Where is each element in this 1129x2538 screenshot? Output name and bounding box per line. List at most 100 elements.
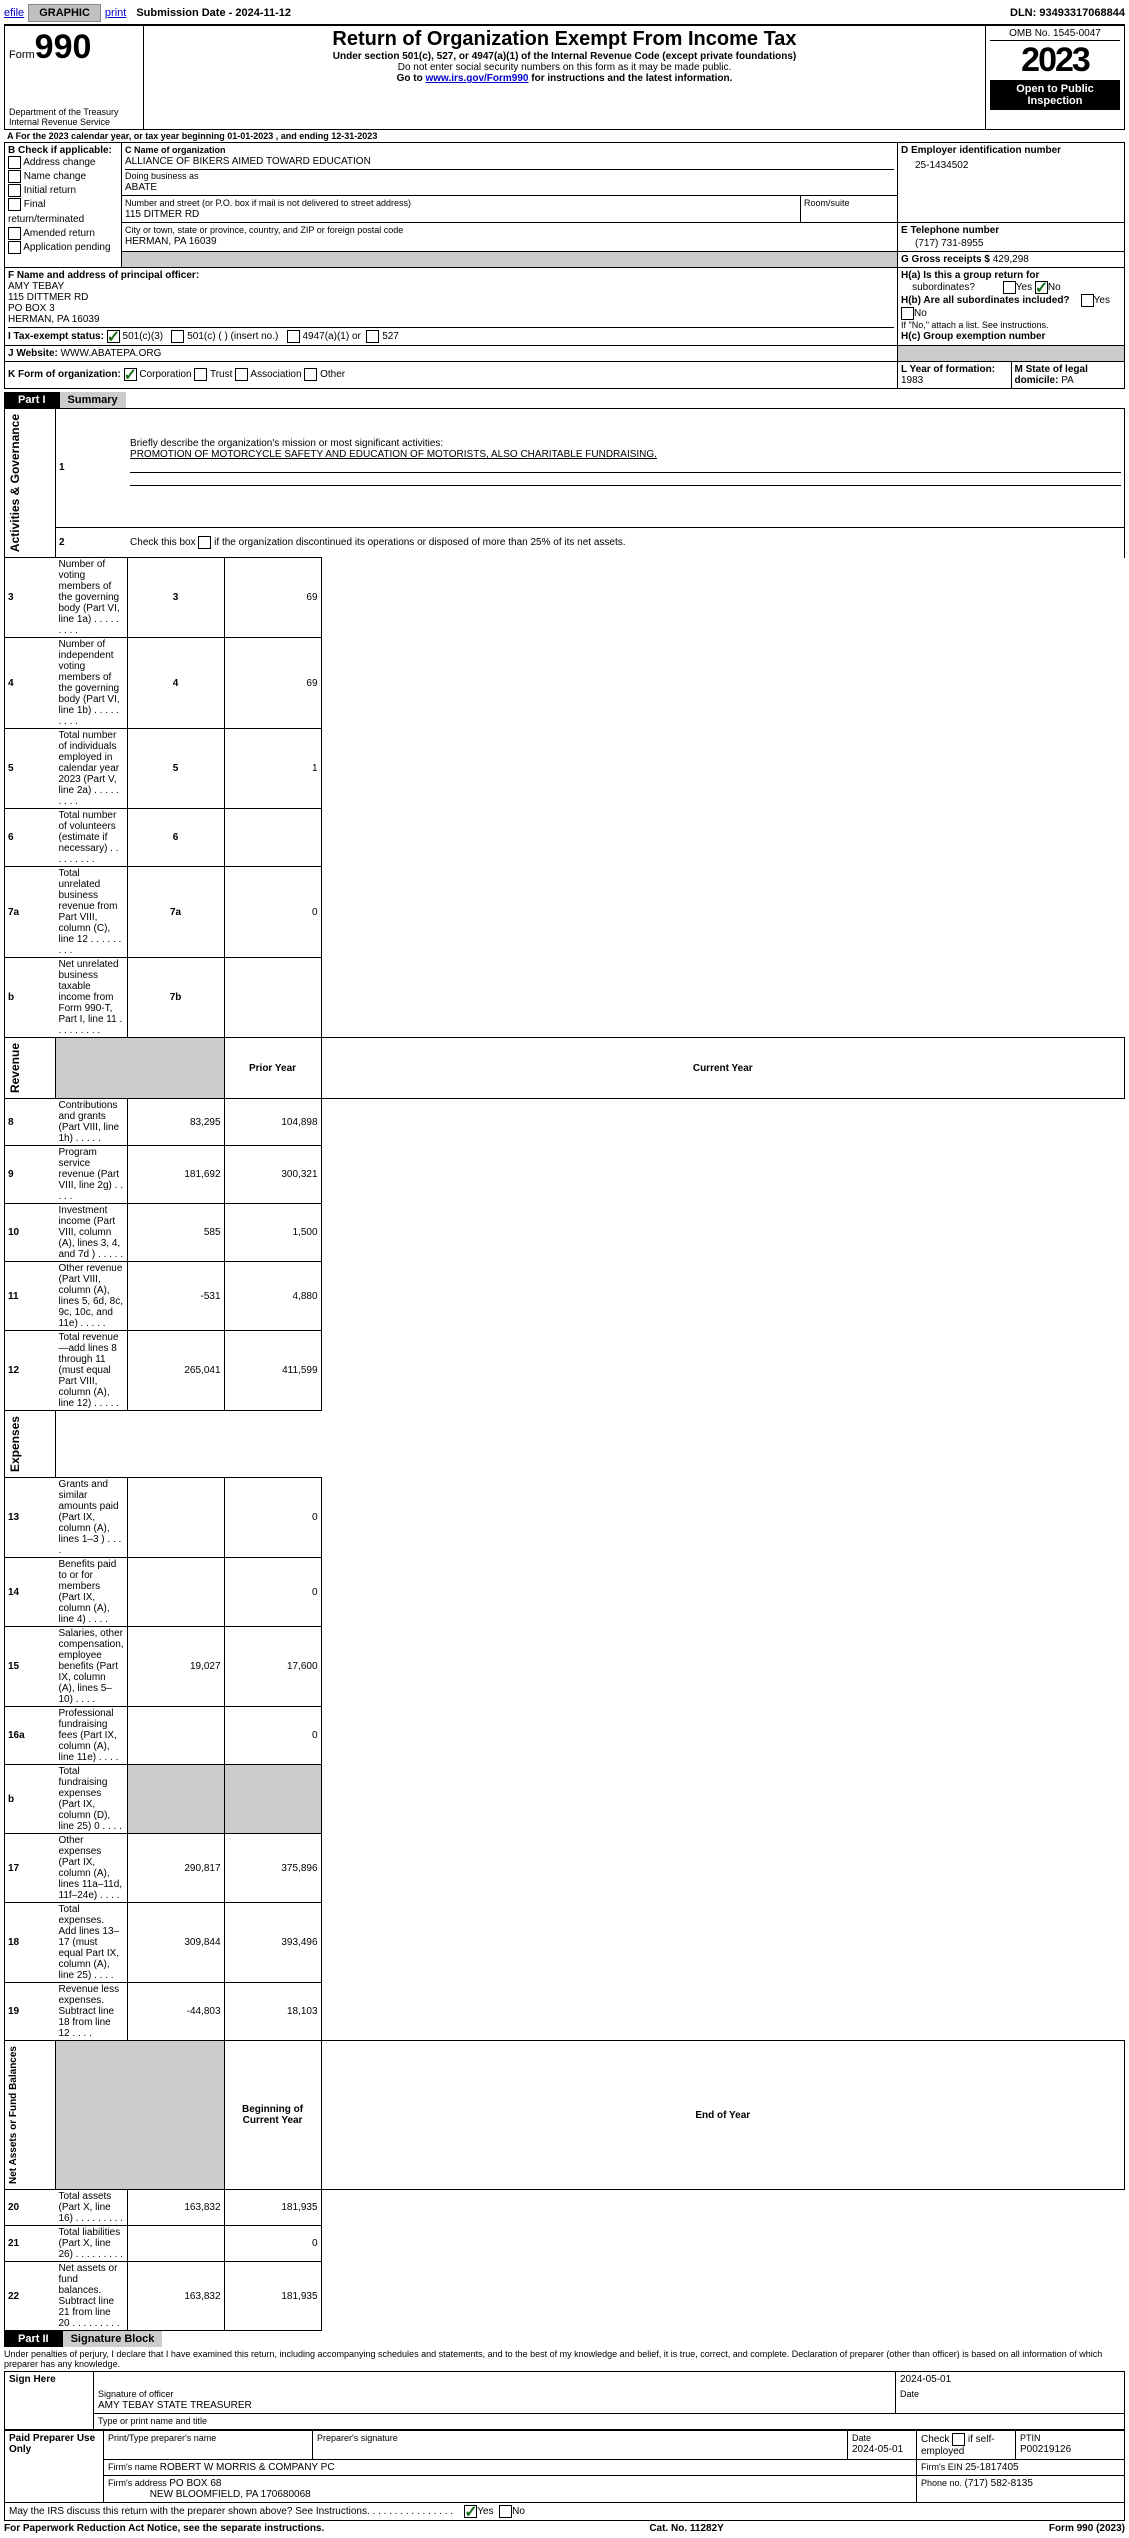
4947-text: 4947(a)(1) or bbox=[302, 331, 360, 342]
part1-table: Activities & Governance 1 Briefly descri… bbox=[4, 408, 1125, 2331]
city-value: HERMAN, PA 16039 bbox=[125, 236, 217, 247]
preparer-table: Paid Preparer Use Only Print/Type prepar… bbox=[4, 2430, 1125, 2503]
firm-ein-label: Firm's EIN bbox=[921, 2462, 965, 2472]
ptin-label: PTIN bbox=[1020, 2433, 1041, 2443]
form990-link[interactable]: www.irs.gov/Form990 bbox=[425, 73, 528, 84]
form-number: 990 bbox=[35, 28, 92, 66]
cb-4947[interactable] bbox=[287, 330, 300, 343]
officer-name: AMY TEBAY bbox=[8, 281, 64, 292]
sign-date: 2024-05-01 bbox=[896, 2372, 1125, 2388]
firm-city: NEW BLOOMFIELD, PA 170680068 bbox=[150, 2489, 311, 2500]
part2-title: Signature Block bbox=[63, 2331, 163, 2347]
org-name: ALLIANCE OF BIKERS AIMED TOWARD EDUCATIO… bbox=[125, 156, 371, 167]
form-prefix: Form bbox=[9, 49, 35, 61]
cb-discuss-no[interactable] bbox=[499, 2505, 512, 2518]
dln-text: DLN: 93493317068844 bbox=[1010, 7, 1125, 19]
submission-date: Submission Date - 2024-11-12 bbox=[130, 7, 297, 19]
c-label: C Name of organization bbox=[125, 145, 226, 155]
officer-addr2: PO BOX 3 bbox=[8, 303, 55, 314]
e-label: E Telephone number bbox=[901, 225, 999, 236]
f-label: F Name and address of principal officer: bbox=[8, 270, 199, 281]
cb-ha-yes[interactable] bbox=[1003, 281, 1016, 294]
hc-label: H(c) Group exemption number bbox=[901, 331, 1045, 342]
prep-date-label: Date bbox=[852, 2433, 871, 2443]
cb-b-opt[interactable] bbox=[8, 198, 21, 211]
firm-name: ROBERT W MORRIS & COMPANY PC bbox=[160, 2462, 335, 2473]
cb-b-opt[interactable] bbox=[8, 227, 21, 240]
g-label: G Gross receipts $ bbox=[901, 254, 990, 265]
room-label: Room/suite bbox=[804, 198, 850, 208]
cb-hb-no[interactable] bbox=[901, 307, 914, 320]
gross-receipts: 429,298 bbox=[993, 254, 1029, 265]
street-address: 115 DITMER RD bbox=[125, 209, 199, 220]
cb-discontinued[interactable] bbox=[198, 536, 211, 549]
part1-title: Summary bbox=[60, 392, 126, 408]
b-checkboxes: Address change Name change Initial retur… bbox=[8, 156, 118, 255]
form-footer: Form 990 (2023) bbox=[1049, 2523, 1125, 2534]
cb-self-employed[interactable] bbox=[952, 2433, 965, 2446]
omb-number: OMB No. 1545-0047 bbox=[990, 28, 1120, 41]
prep-name-label: Print/Type preparer's name bbox=[108, 2433, 216, 2443]
prior-year-head: Prior Year bbox=[224, 1038, 321, 1099]
line1-label: Briefly describe the organization's miss… bbox=[130, 438, 443, 449]
footer: For Paperwork Reduction Act Notice, see … bbox=[4, 2521, 1125, 2534]
end-year-head: End of Year bbox=[321, 2041, 1124, 2190]
goto-instruction: Go to www.irs.gov/Form990 for instructio… bbox=[148, 73, 981, 84]
cb-b-opt[interactable] bbox=[8, 241, 21, 254]
yes-text2: Yes bbox=[1094, 295, 1110, 306]
firm-phone: (717) 582-8135 bbox=[965, 2478, 1033, 2489]
cb-k-opt[interactable] bbox=[124, 368, 137, 381]
addr-label: Number and street (or P.O. box if mail i… bbox=[125, 198, 411, 208]
cb-discuss-yes[interactable] bbox=[464, 2505, 477, 2518]
graphic-button[interactable]: GRAPHIC bbox=[28, 4, 101, 22]
cb-ha-no[interactable] bbox=[1035, 281, 1048, 294]
cb-k-opt[interactable] bbox=[235, 368, 248, 381]
discuss-yes: Yes bbox=[477, 2506, 493, 2517]
mission-text: PROMOTION OF MOTORCYCLE SAFETY AND EDUCA… bbox=[130, 449, 657, 460]
city-label: City or town, state or province, country… bbox=[125, 225, 403, 235]
perjury-declaration: Under penalties of perjury, I declare th… bbox=[4, 2347, 1125, 2371]
firm-name-label: Firm's name bbox=[108, 2462, 160, 2472]
k-label: K Form of organization: bbox=[8, 369, 121, 380]
net-vlabel: Net Assets or Fund Balances bbox=[8, 2042, 19, 2188]
l-label: L Year of formation: bbox=[901, 364, 995, 375]
cb-501c[interactable] bbox=[171, 330, 184, 343]
efile-link[interactable]: efile bbox=[4, 7, 24, 19]
rev-vlabel: Revenue bbox=[8, 1039, 22, 1097]
ein: 25-1434502 bbox=[901, 156, 1121, 171]
cb-k-opt[interactable] bbox=[304, 368, 317, 381]
cb-501c3[interactable] bbox=[107, 330, 120, 343]
sig-officer-label: Signature of officer bbox=[98, 2389, 173, 2399]
date-label: Date bbox=[900, 2389, 919, 2399]
cb-hb-yes[interactable] bbox=[1081, 294, 1094, 307]
form-header: Form990 Department of the Treasury Inter… bbox=[4, 25, 1125, 130]
firm-addr-label: Firm's address bbox=[108, 2478, 169, 2488]
top-toolbar: efile GRAPHIC print Submission Date - 20… bbox=[4, 4, 1125, 25]
phone: (717) 731-8955 bbox=[901, 236, 1121, 249]
paid-preparer-label: Paid Preparer Use Only bbox=[5, 2431, 104, 2503]
cb-527[interactable] bbox=[366, 330, 379, 343]
print-link[interactable]: print bbox=[105, 7, 126, 19]
cb-k-opt[interactable] bbox=[194, 368, 207, 381]
m-label: M State of legal domicile: bbox=[1015, 364, 1088, 386]
i-label: I Tax-exempt status: bbox=[8, 331, 104, 342]
dba-label: Doing business as bbox=[125, 171, 199, 181]
section-a-table: B Check if applicable: Address change Na… bbox=[4, 142, 1125, 389]
d-label: D Employer identification number bbox=[901, 145, 1061, 156]
goto-pre: Go to bbox=[397, 73, 426, 84]
paperwork-notice: For Paperwork Reduction Act Notice, see … bbox=[4, 2523, 324, 2534]
firm-phone-label: Phone no. bbox=[921, 2478, 965, 2488]
no-text2: No bbox=[914, 308, 927, 319]
subtitle-2: Do not enter social security numbers on … bbox=[148, 62, 981, 73]
open-to-public: Open to Public Inspection bbox=[990, 80, 1120, 110]
discuss-text: May the IRS discuss this return with the… bbox=[9, 2506, 370, 2517]
dept-treasury: Department of the Treasury Internal Reve… bbox=[9, 107, 139, 127]
cb-b-opt[interactable] bbox=[8, 184, 21, 197]
form-title: Return of Organization Exempt From Incom… bbox=[148, 28, 981, 51]
cb-b-opt[interactable] bbox=[8, 170, 21, 183]
501c-text: 501(c) ( ) (insert no.) bbox=[187, 331, 278, 342]
k-checkboxes: Corporation Trust Association Other bbox=[124, 369, 346, 380]
no-text: No bbox=[1048, 282, 1061, 293]
cb-b-opt[interactable] bbox=[8, 156, 21, 169]
501c3-text: 501(c)(3) bbox=[123, 331, 164, 342]
